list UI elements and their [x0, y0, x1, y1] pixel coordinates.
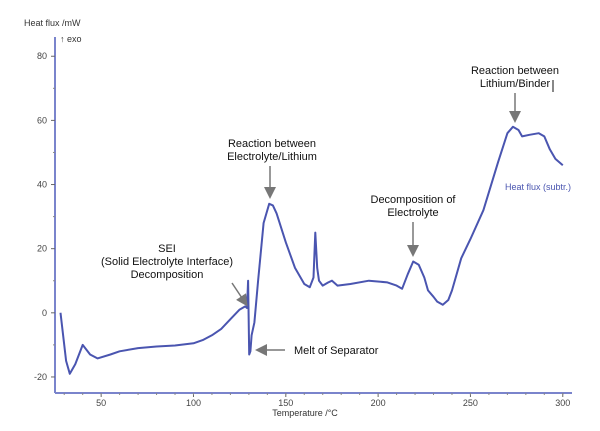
series-line-heat-flux — [59, 125, 564, 375]
y-axis-label: Heat flux /mW — [24, 18, 81, 28]
y-tick-label: 0 — [42, 308, 47, 318]
annotation-text: Melt of Separator — [294, 345, 379, 357]
annotation-text: Electrolyte/Lithium — [227, 151, 317, 163]
annotation-arrow — [231, 282, 248, 307]
annotation-text: Reaction between — [471, 65, 559, 77]
y-tick-label: -20 — [34, 372, 47, 382]
y-tick-label: 40 — [37, 180, 47, 190]
x-tick-label: 100 — [186, 398, 201, 408]
annotation-text: Electrolyte — [387, 207, 438, 219]
y-tick-label: 20 — [37, 244, 47, 254]
annotation-text: Decomposition — [131, 269, 204, 281]
annotation-text: Lithium/Binder — [480, 78, 551, 90]
exo-label: ↑ exo — [60, 34, 82, 44]
annotation-text: (Solid Electrolyte Interface) — [101, 256, 233, 268]
x-tick-label: 250 — [463, 398, 478, 408]
y-tick-label: 80 — [37, 51, 47, 61]
annotation-text: SEI — [158, 243, 176, 255]
series-label: Heat flux (subtr.) — [505, 182, 571, 192]
x-tick-label: 300 — [555, 398, 570, 408]
x-tick-label: 200 — [371, 398, 386, 408]
annotation-text: Decomposition of — [371, 194, 457, 206]
x-tick-label: 150 — [278, 398, 293, 408]
y-tick-label: 60 — [37, 115, 47, 125]
x-tick-label: 50 — [96, 398, 106, 408]
x-axis-label: Temperature /°C — [272, 408, 338, 418]
annotation-text: Reaction between — [228, 138, 316, 150]
